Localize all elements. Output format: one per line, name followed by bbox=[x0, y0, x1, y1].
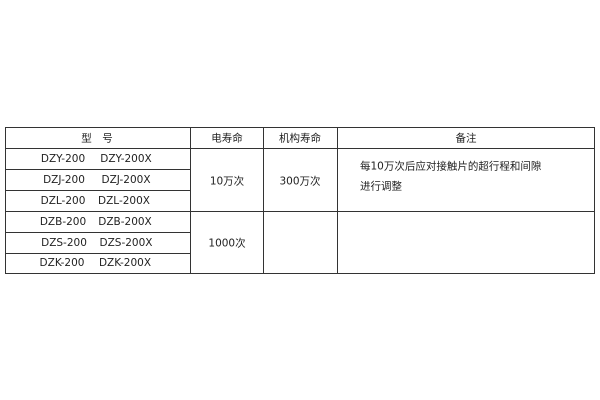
header-electrical-life: 电寿命 bbox=[211, 132, 243, 145]
header-mechanical-life: 机构寿命 bbox=[279, 132, 321, 145]
model-cell: DZK-200X bbox=[98, 257, 152, 269]
header-divider bbox=[5, 148, 595, 149]
column-divider bbox=[190, 127, 191, 274]
table-border-left bbox=[5, 127, 6, 274]
electrical-life-cell: 10万次 bbox=[209, 175, 245, 188]
header-remarks: 备注 bbox=[455, 132, 477, 145]
model-cell: DZB-200 bbox=[39, 216, 87, 228]
row-divider bbox=[5, 190, 190, 191]
remark-line: 进行调整 bbox=[360, 180, 402, 193]
model-cell: DZK-200 bbox=[39, 257, 85, 269]
row-divider bbox=[5, 232, 190, 233]
column-divider bbox=[263, 127, 264, 274]
table-border-right bbox=[594, 127, 595, 274]
model-cell: DZB-200X bbox=[98, 216, 152, 228]
table-border-top bbox=[5, 127, 595, 128]
model-cell: DZY-200X bbox=[100, 153, 152, 165]
model-cell: DZS-200X bbox=[99, 237, 153, 249]
model-cell: DZY-200 bbox=[40, 153, 86, 165]
mechanical-life-cell: 300万次 bbox=[279, 175, 321, 188]
electrical-life-cell: 1000次 bbox=[208, 237, 246, 250]
remark-line: 每10万次后应对接触片的超行程和间隙 bbox=[360, 160, 542, 173]
model-cell: DZS-200 bbox=[41, 237, 87, 249]
row-divider bbox=[5, 169, 190, 170]
row-divider bbox=[5, 253, 190, 254]
model-cell: DZL-200 bbox=[40, 195, 86, 207]
model-cell: DZL-200X bbox=[98, 195, 150, 207]
header-model: 型 号 bbox=[81, 132, 113, 145]
group-divider bbox=[5, 211, 595, 212]
table-border-bottom bbox=[5, 273, 595, 274]
column-divider bbox=[337, 127, 338, 274]
model-cell: DZJ-200X bbox=[101, 174, 151, 186]
model-cell: DZJ-200 bbox=[43, 174, 85, 186]
